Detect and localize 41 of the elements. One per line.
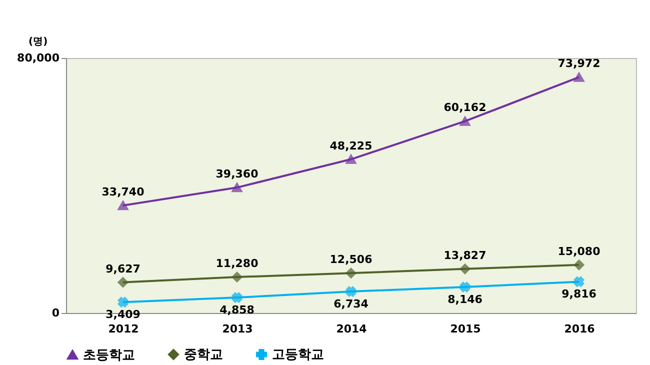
data-label: 9,816 (562, 288, 597, 301)
point (574, 276, 584, 287)
legend-label: 중학교 (184, 348, 223, 363)
data-label: 13,827 (444, 248, 486, 262)
y-tick-label: 0 (52, 306, 60, 320)
y-axis-title: (명) (28, 36, 48, 48)
point (232, 292, 242, 303)
data-label: 12,506 (330, 253, 373, 266)
point (574, 260, 584, 270)
point (574, 72, 584, 82)
legend-label: 초등학교 (83, 348, 135, 363)
point (460, 264, 470, 274)
x-tick-label: 2016 (564, 322, 596, 336)
point (346, 268, 356, 278)
point (118, 200, 128, 210)
point (460, 282, 470, 292)
y-tick-label: 80,000 (17, 52, 60, 64)
data-label: 73,972 (558, 57, 600, 70)
point (118, 296, 128, 308)
data-label: 33,740 (102, 185, 145, 198)
x-tick-label: 2014 (336, 322, 368, 336)
data-label: 8,146 (448, 293, 483, 306)
data-label: 3,409 (106, 308, 140, 322)
data-label: 39,360 (216, 168, 259, 181)
data-label: 48,225 (330, 139, 372, 152)
point (232, 272, 242, 282)
data-label: 15,080 (558, 244, 601, 258)
data-label: 4,858 (220, 304, 254, 317)
point (346, 286, 356, 297)
x-tick-label: 2015 (450, 322, 481, 336)
legend-label: 고등학교 (272, 348, 324, 363)
data-label: 11,280 (216, 257, 259, 270)
data-label: 9,627 (106, 262, 140, 276)
x-tick-label: 2013 (222, 322, 253, 336)
point (232, 182, 242, 192)
data-label: 6,734 (334, 298, 369, 311)
x-tick-label: 2012 (108, 322, 139, 336)
point (346, 154, 356, 164)
point (460, 116, 470, 126)
point (118, 277, 128, 288)
data-label: 60,162 (444, 101, 486, 114)
